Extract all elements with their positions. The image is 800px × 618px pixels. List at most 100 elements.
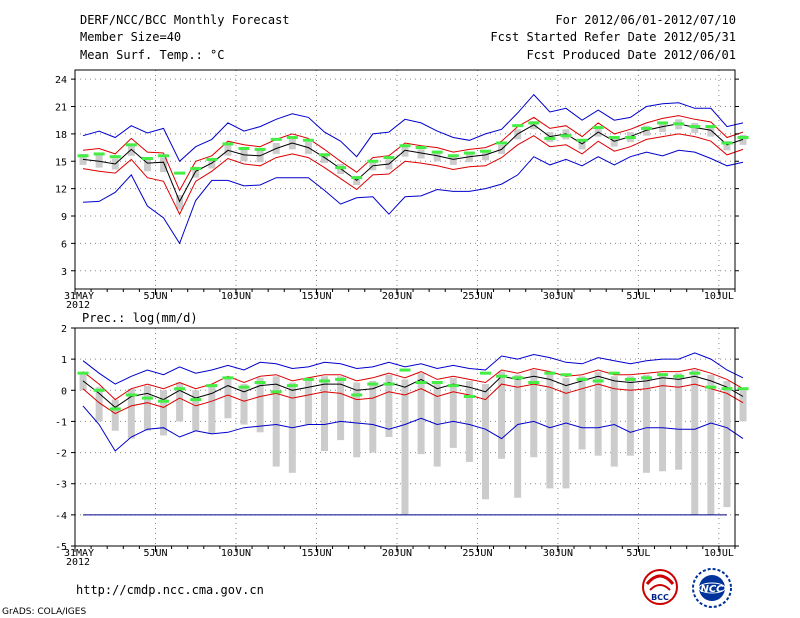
ensemble-marker — [560, 373, 572, 377]
ensemble-marker — [319, 153, 331, 157]
ensemble-marker — [174, 387, 186, 391]
ensemble-box — [562, 377, 570, 489]
ensemble-marker — [608, 371, 620, 375]
ensemble-marker — [512, 124, 524, 128]
ensemble-marker — [254, 147, 266, 151]
ensemble-box — [465, 153, 473, 163]
ensemble-box — [401, 145, 409, 157]
ensemble-box — [626, 376, 634, 456]
y-tick-label: 1 — [61, 355, 67, 366]
ensemble-box — [707, 125, 715, 137]
ensemble-marker — [431, 381, 443, 384]
ensemble-box — [369, 380, 377, 453]
ensemble-box — [739, 390, 747, 422]
ensemble-marker — [238, 385, 250, 389]
ensemble-marker — [512, 376, 524, 380]
ensemble-marker — [351, 176, 363, 180]
x-tick-label: 15JUN — [301, 291, 331, 302]
ensemble-marker — [592, 379, 604, 383]
ensemble-box — [723, 380, 731, 508]
ensemble-marker — [286, 136, 298, 140]
ensemble-box — [143, 157, 151, 172]
x-tick-label: 15JUN — [301, 548, 331, 559]
series-line-lower — [82, 383, 744, 415]
x-tick-label: 31MAY — [64, 548, 94, 559]
ensemble-marker — [592, 125, 604, 129]
x-tick-label: 30JUN — [543, 291, 573, 302]
ensemble-marker — [383, 382, 395, 386]
ensemble-marker — [657, 373, 669, 377]
ensemble-marker — [576, 377, 588, 381]
ensemble-box — [675, 373, 683, 470]
ensemble-box — [176, 382, 184, 422]
ensemble-marker — [254, 381, 266, 384]
ensemble-box — [224, 377, 232, 419]
ensemble-box — [530, 370, 538, 458]
ensemble-marker — [174, 171, 186, 175]
series-line-lower — [82, 133, 744, 216]
x-tick-label: 5JUL — [626, 548, 650, 559]
chart-title: DERF/NCC/BCC Monthly Forecast — [80, 13, 290, 27]
ensemble-box — [610, 376, 618, 467]
y-tick-label: -4 — [55, 511, 67, 522]
ensemble-box — [143, 385, 151, 431]
ensemble-box — [111, 399, 119, 431]
grads-credit: GrADS: COLA/IGES — [2, 607, 86, 617]
ensemble-box — [353, 382, 361, 458]
ensemble-marker — [737, 387, 749, 391]
y-tick-label: -3 — [55, 480, 67, 491]
precip-panel-title: Prec.: log(mm/d) — [82, 311, 198, 325]
x-tick-label: 10JUN — [221, 291, 251, 302]
ensemble-marker — [190, 167, 202, 171]
ensemble-marker — [689, 125, 701, 129]
ensemble-marker — [608, 136, 620, 140]
plot-frame — [74, 69, 736, 290]
ensemble-box — [95, 387, 103, 422]
bcc-logo: BCC — [642, 569, 678, 605]
ensemble-marker — [206, 157, 218, 161]
ensemble-box — [417, 149, 425, 159]
ensemble-marker — [270, 390, 282, 394]
ensemble-marker — [463, 395, 475, 399]
ensemble-marker — [125, 143, 137, 147]
ensemble-box — [208, 385, 216, 434]
ensemble-marker — [447, 154, 459, 158]
ensemble-marker — [624, 136, 636, 140]
bcc-logo-text: BCC — [651, 593, 669, 602]
y-tick-label: 2 — [61, 324, 67, 335]
ensemble-box — [272, 376, 280, 467]
ensemble-marker — [737, 136, 749, 140]
x-tick-label: 5JUL — [626, 291, 650, 302]
x-tick-label: 5JUN — [143, 548, 167, 559]
ensemble-box — [160, 390, 168, 436]
ensemble-marker — [286, 384, 298, 388]
ensemble-marker — [705, 125, 717, 129]
ensemble-marker — [158, 399, 170, 403]
y-tick-label: 9 — [61, 212, 67, 223]
y-tick-label: -1 — [55, 417, 67, 428]
ensemble-box — [707, 374, 715, 515]
ensemble-marker — [367, 159, 379, 163]
ensemble-marker — [335, 166, 347, 170]
ensemble-marker — [335, 377, 347, 381]
ensemble-box — [417, 373, 425, 455]
series-line-max — [82, 352, 744, 385]
ensemble-box — [95, 153, 103, 168]
ensemble-box — [385, 374, 393, 437]
member-size: Member Size=40 — [80, 30, 181, 44]
ensemble-box — [433, 380, 441, 467]
ensemble-marker — [302, 377, 314, 381]
ensemble-marker — [673, 122, 685, 126]
series-line-min — [82, 149, 744, 245]
footer-url[interactable]: http://cmdp.ncc.cma.gov.cn — [76, 583, 264, 597]
ensemble-marker — [544, 136, 556, 140]
ensemble-marker — [319, 379, 331, 383]
ensemble-marker — [689, 371, 701, 375]
ensemble-marker — [158, 154, 170, 158]
ensemble-box — [578, 376, 586, 450]
ensemble-marker — [447, 384, 459, 388]
ensemble-box — [514, 374, 522, 498]
ncc-logo-text: NCC — [700, 584, 724, 595]
ensemble-marker — [673, 374, 685, 378]
ensemble-marker — [109, 407, 121, 411]
